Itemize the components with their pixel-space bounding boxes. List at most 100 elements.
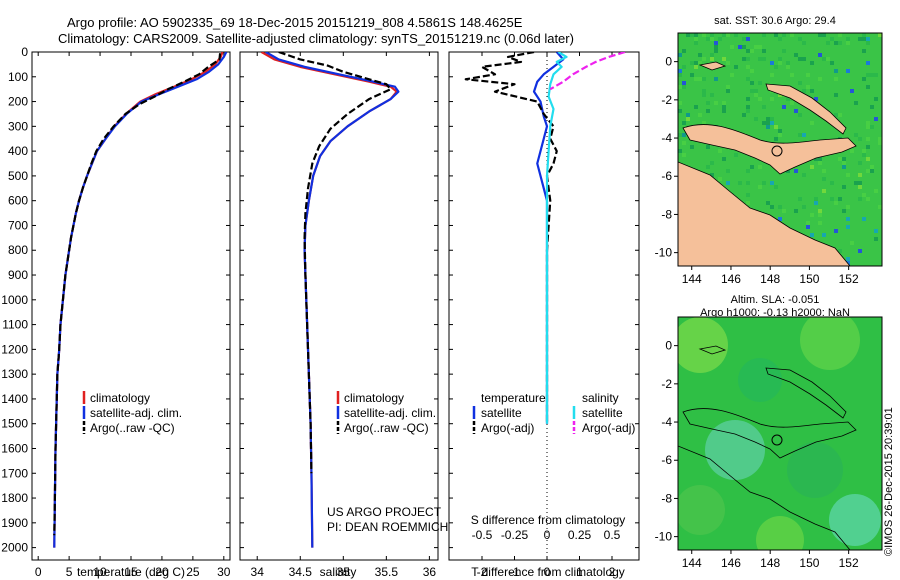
sla-map-ticks: 144 146 148 150 152 0 -2 -4 -6 -8 -10 xyxy=(655,339,859,570)
sst-pixel xyxy=(782,49,786,53)
y-tick-label: -8 xyxy=(661,207,672,221)
sst-pixel xyxy=(810,121,814,125)
sst-pixel xyxy=(786,97,790,101)
sst-pixel xyxy=(830,37,834,41)
sst-pixel xyxy=(746,77,750,81)
sst-pixel xyxy=(838,113,842,117)
sst-pixel xyxy=(878,33,882,37)
sst-pixel xyxy=(722,157,726,161)
sst-pixel xyxy=(866,85,870,89)
sst-pixel xyxy=(702,77,706,81)
sst-pixel xyxy=(710,53,714,57)
top-x-tick-label: -0.25 xyxy=(501,528,529,542)
sst-pixel xyxy=(690,145,694,149)
land-new-ireland xyxy=(765,83,847,135)
difference-y-ticks xyxy=(449,51,639,549)
sst-pixel xyxy=(866,121,870,125)
sst-pixel xyxy=(818,33,822,37)
sst-pixel xyxy=(854,133,858,137)
x-tick-label: 25 xyxy=(186,565,200,579)
top-x-tick-label: 0.25 xyxy=(568,528,592,542)
salinity-x-label: salinity xyxy=(320,565,357,579)
sst-pixel xyxy=(762,181,766,185)
sst-pixel xyxy=(690,73,694,77)
sst-pixel xyxy=(834,93,838,97)
sst-pixel xyxy=(706,145,710,149)
y-tick-label: 700 xyxy=(8,218,28,232)
sst-pixel xyxy=(822,33,826,37)
sst-pixel xyxy=(806,73,810,77)
sst-pixel xyxy=(810,165,814,169)
sst-pixel xyxy=(842,185,846,189)
y-tick-label: 1800 xyxy=(1,491,28,505)
sst-pixel xyxy=(682,65,686,69)
sst-pixel xyxy=(770,61,774,65)
y-tick-label: 1000 xyxy=(1,293,28,307)
sst-pixel xyxy=(766,121,770,125)
y-tick-label: -6 xyxy=(661,453,672,467)
sst-pixel xyxy=(746,193,750,197)
sst-pixel xyxy=(790,101,794,105)
sst-pixel xyxy=(690,33,694,37)
temperature-x-label: temperature (deg C) xyxy=(77,565,185,579)
sst-pixel xyxy=(746,105,750,109)
sst-pixel xyxy=(710,173,714,177)
series-line-satellite-adj-clim- xyxy=(265,52,400,548)
series-line-argo-raw-qc- xyxy=(53,53,222,536)
sst-pixel xyxy=(862,77,866,81)
sst-pixel xyxy=(746,169,750,173)
sst-pixel xyxy=(846,225,850,229)
sst-pixel xyxy=(726,85,730,89)
coast-manus xyxy=(698,345,727,355)
sst-pixel xyxy=(818,77,822,81)
x-tick-label: 152 xyxy=(839,556,859,570)
sst-pixel xyxy=(682,141,686,145)
sst-pixel xyxy=(794,209,798,213)
sst-pixel xyxy=(722,57,726,61)
sst-map-frame xyxy=(677,32,883,267)
sst-pixel xyxy=(778,133,782,137)
sst-pixel xyxy=(834,41,838,45)
sst-pixel xyxy=(714,77,718,81)
sst-pixel xyxy=(826,57,830,61)
sst-pixel xyxy=(854,101,858,105)
y-tick-label: -6 xyxy=(661,169,672,183)
y-tick-label: -4 xyxy=(661,131,672,145)
sst-pixel xyxy=(814,157,818,161)
sst-pixel xyxy=(850,149,854,153)
x-tick-label: 146 xyxy=(721,556,741,570)
sst-pixel xyxy=(810,233,814,237)
sla-blob xyxy=(705,420,765,480)
sst-pixel xyxy=(802,41,806,45)
sst-pixel xyxy=(830,197,834,201)
y-tick-label: 1400 xyxy=(1,392,28,406)
difference-panel: -2 -1 0 1 2 -0.5 -0.25 0 0.25 0.5 temperature sat… xyxy=(448,51,640,579)
sst-pixel xyxy=(750,81,754,85)
sst-pixel xyxy=(746,49,750,53)
y-tick-label: 1600 xyxy=(1,441,28,455)
x-tick-label: 20 xyxy=(155,565,169,579)
sst-pixel xyxy=(870,125,874,129)
sst-pixel xyxy=(874,97,878,101)
sst-pixel xyxy=(750,49,754,53)
sst-pixel xyxy=(706,109,710,113)
sst-pixel xyxy=(866,125,870,129)
sst-pixel xyxy=(694,105,698,109)
sst-pixel xyxy=(758,81,762,85)
sst-map-panel: sat. SST: 30.6 Argo: 29.4 144 146 148 150 15… xyxy=(655,15,883,286)
sla-blob xyxy=(678,317,728,373)
argo-location-marker xyxy=(771,434,783,446)
legend-label-t-argo: Argo(-adj) xyxy=(481,421,534,435)
x-tick-label: 34.5 xyxy=(289,565,313,579)
sst-pixel xyxy=(726,181,730,185)
sst-pixel xyxy=(874,229,878,233)
sst-pixel xyxy=(694,77,698,81)
sst-pixel xyxy=(878,141,882,145)
sst-pixel xyxy=(858,185,862,189)
sst-pixel xyxy=(818,209,822,213)
sst-pixel xyxy=(862,153,866,157)
top-x-tick-label: 0 xyxy=(544,528,551,542)
sst-pixel xyxy=(790,73,794,77)
sst-pixel xyxy=(862,217,866,221)
